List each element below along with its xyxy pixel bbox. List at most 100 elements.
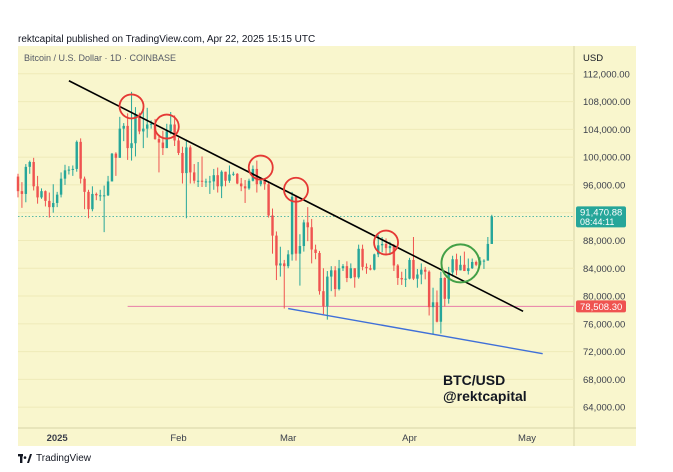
candle-body — [48, 200, 51, 208]
candle-body — [463, 264, 466, 272]
candle-body — [87, 191, 90, 210]
candle-body — [365, 266, 368, 269]
candle-body — [208, 181, 212, 183]
candle-body — [310, 227, 313, 250]
candle-body — [52, 202, 55, 208]
candle-body — [189, 147, 192, 173]
candle-body — [63, 170, 67, 179]
candle-body — [408, 259, 411, 279]
candle-body — [377, 245, 380, 255]
candle-body — [169, 124, 172, 132]
candle-body — [126, 125, 129, 149]
price-axis-panel[interactable] — [574, 46, 636, 446]
candle-body — [349, 268, 353, 278]
y-tick-label: 88,000.00 — [583, 236, 625, 247]
candle-body — [224, 171, 227, 181]
candle-body — [59, 178, 63, 195]
candle-body — [439, 277, 443, 322]
rejection-circle — [118, 93, 145, 120]
candle-body — [384, 243, 388, 249]
candle-body — [173, 124, 176, 141]
support-badge — [576, 300, 626, 313]
rejection-circle — [153, 113, 180, 140]
candle-body — [388, 246, 392, 249]
currency-label[interactable]: USD — [583, 53, 603, 64]
candle-body — [165, 131, 169, 149]
candle-body — [330, 270, 333, 277]
candle-body — [228, 174, 231, 181]
candle-body — [204, 181, 208, 183]
candle-body — [161, 142, 165, 149]
candle-body — [75, 141, 78, 169]
y-tick-label: 68,000.00 — [583, 375, 625, 386]
candle-body — [459, 264, 462, 271]
candle-body — [24, 166, 28, 194]
candle-body — [259, 180, 262, 185]
candle-body — [290, 196, 294, 255]
candle-body — [200, 180, 204, 182]
candle-body — [318, 252, 321, 292]
y-tick-label: 84,000.00 — [583, 264, 625, 275]
rejection-circle — [373, 229, 399, 256]
candle-body — [267, 184, 270, 216]
annotation-symbol: BTC/USD — [443, 372, 505, 388]
candle-body — [400, 277, 403, 280]
candle-body — [192, 172, 196, 181]
candle-body — [232, 173, 235, 175]
candle-body — [114, 153, 118, 158]
candle-body — [142, 128, 145, 132]
candle-body — [20, 191, 24, 194]
candle-body — [196, 180, 200, 182]
candle-body — [99, 195, 102, 197]
candle-body — [181, 152, 184, 174]
candle-body — [373, 254, 376, 270]
trendlines — [68, 80, 543, 355]
candle-body — [396, 265, 400, 278]
countdown-label: 08:44:11 — [580, 217, 614, 227]
candle-body — [322, 291, 325, 307]
candle-body — [40, 191, 43, 198]
candle-body — [302, 222, 306, 247]
candle-body — [482, 260, 486, 262]
y-tick-label: 104,000.00 — [583, 125, 631, 136]
candle-body — [283, 263, 286, 267]
tradingview-brand[interactable]: TradingView — [18, 453, 91, 464]
candle-body — [275, 235, 278, 266]
candle-body — [134, 114, 137, 144]
x-tick-label: Feb — [170, 433, 186, 444]
support-label: 78,508.30 — [580, 302, 622, 313]
candle-body — [341, 266, 345, 269]
candle-body — [470, 262, 474, 269]
candle-body — [263, 180, 266, 185]
candle-body — [44, 191, 47, 201]
candle-body — [357, 248, 360, 278]
tradingview-logo-icon — [18, 454, 32, 463]
candle-body — [239, 183, 243, 187]
x-tick-label: May — [518, 433, 536, 444]
candle-body — [420, 269, 423, 275]
candle-body — [337, 268, 341, 290]
circle-annotations — [118, 93, 481, 284]
candle-body — [380, 243, 384, 246]
candle-body — [486, 243, 490, 261]
candle-body — [243, 186, 247, 189]
candle-body — [247, 180, 251, 189]
candle-body — [271, 215, 274, 236]
candle-body — [443, 277, 447, 299]
candle-body — [423, 269, 427, 272]
candle-body — [306, 222, 309, 228]
breakout-circle — [440, 243, 481, 284]
candle-body — [177, 140, 180, 153]
candle-body — [216, 175, 219, 187]
x-tick-label: Mar — [280, 433, 296, 444]
candle-body — [212, 175, 215, 182]
candle-body — [392, 246, 396, 266]
candle-body — [28, 161, 31, 167]
candle-body — [412, 259, 415, 279]
y-tick-label: 100,000.00 — [583, 153, 631, 164]
y-tick-label: 64,000.00 — [583, 403, 625, 414]
candle-body — [369, 268, 372, 270]
candle-body — [118, 128, 122, 158]
candle-body — [435, 302, 439, 322]
